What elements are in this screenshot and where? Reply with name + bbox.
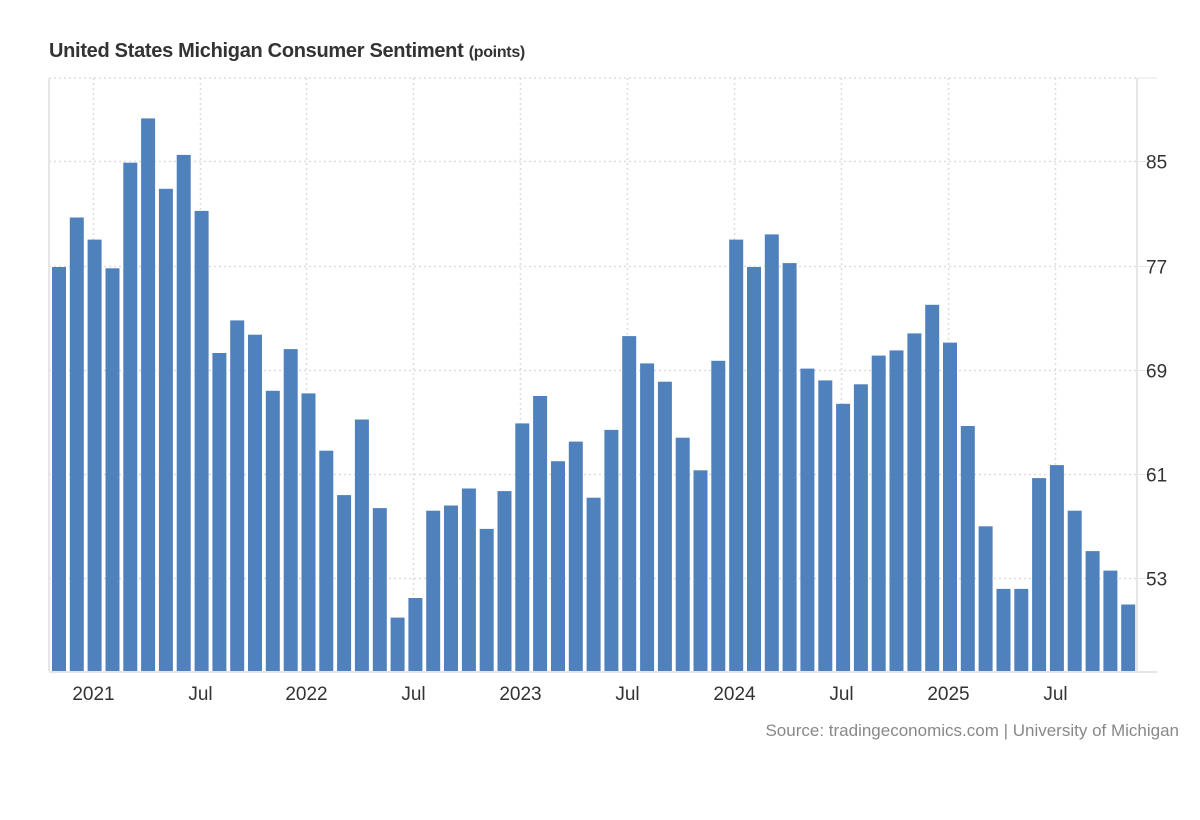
axes <box>48 77 1157 673</box>
bar: May 2025: 52.2 <box>1014 588 1029 671</box>
bar: Jul 2024: 66.4 <box>836 403 851 671</box>
bar: Sep 2025: 55.1 <box>1085 551 1100 671</box>
bar: Feb 2023: 67 <box>533 396 548 671</box>
bar: Dec 2024: 74 <box>925 304 940 671</box>
bar: Jul 2022: 51.5 <box>408 598 423 671</box>
bar: Jan 2025: 71.1 <box>943 342 957 671</box>
y-tick-label: 53 <box>1146 570 1167 591</box>
bar: Apr 2024: 77.2 <box>782 263 797 671</box>
bar: Sep 2021: 72.8 <box>230 320 245 671</box>
bar: Nov 2022: 56.8 <box>479 528 494 671</box>
bar: Jan 2021: 79 <box>87 239 102 671</box>
y-tick-label: 61 <box>1146 466 1167 487</box>
bar: Aug 2021: 70.3 <box>212 353 227 671</box>
bar: Sep 2022: 58.6 <box>444 505 458 671</box>
x-tick-label: Jul <box>615 684 639 705</box>
bar: Dec 2022: 59.7 <box>497 491 512 671</box>
bar: Jan 2023: 64.9 <box>515 423 530 671</box>
bar: Nov 2020: 76.9 <box>52 267 66 671</box>
bar: Apr 2023: 63.5 <box>568 441 583 671</box>
x-tick-label: 2025 <box>927 684 969 705</box>
bar: Jun 2023: 64.4 <box>604 429 619 671</box>
bar: Nov 2021: 67.4 <box>265 390 280 671</box>
bar: Mar 2023: 62 <box>551 461 565 671</box>
bar: Apr 2022: 65.2 <box>354 419 369 671</box>
bar: Apr 2025: 52.2 <box>996 588 1011 671</box>
x-tick-labels: 2021 Jul 2022 Jul 2023 Jul 2024 Jul 2025 Jul <box>72 684 1067 705</box>
bar: Oct 2024: 70.5 <box>889 350 904 671</box>
bar: Feb 2021: 76.8 <box>105 268 120 671</box>
bars: Nov 2020: 76.9Dec 2020: 80.7Jan 2021: 79… <box>52 118 1136 672</box>
bar: Jul 2025: 61.7 <box>1049 465 1064 671</box>
bar: Jun 2025: 60.7 <box>1032 478 1047 671</box>
x-tick-label: Jul <box>188 684 212 705</box>
bar: Aug 2025: 58.2 <box>1067 510 1082 671</box>
bar: Jun 2024: 68.2 <box>818 380 833 671</box>
bar: Aug 2022: 58.2 <box>426 510 441 671</box>
bar: Jul 2023: 71.6 <box>622 336 637 671</box>
bar: Mar 2024: 79.4 <box>764 234 779 671</box>
bar: Dec 2021: 70.6 <box>283 349 298 671</box>
x-tick-label: Jul <box>401 684 425 705</box>
y-tick-label: 77 <box>1146 258 1167 279</box>
bar: Sep 2024: 70.1 <box>871 355 886 671</box>
bar: Sep 2023: 68.1 <box>657 381 672 671</box>
bar: Oct 2025: 53.6 <box>1103 570 1118 671</box>
bar: May 2022: 58.4 <box>372 508 387 671</box>
chart-title-text: United States Michigan Consumer Sentimen… <box>49 40 464 62</box>
bar: Nov 2024: 71.8 <box>907 333 922 671</box>
bar: Oct 2023: 63.8 <box>675 437 690 671</box>
bar: Mar 2022: 59.4 <box>337 495 352 671</box>
bar: Nov 2025: 51 <box>1121 604 1136 671</box>
bar: Oct 2022: 59.9 <box>461 488 476 671</box>
bar: Aug 2024: 67.9 <box>853 384 868 671</box>
chart-title: United States Michigan Consumer Sentimen… <box>49 40 525 63</box>
x-tick-label: 2022 <box>285 684 327 705</box>
bar: Jan 2022: 67.2 <box>301 393 316 671</box>
bar: Apr 2021: 88.3 <box>141 118 156 671</box>
bar: Mar 2021: 84.9 <box>123 162 138 671</box>
bar: May 2023: 59.2 <box>586 497 601 671</box>
bar: Nov 2023: 61.3 <box>693 470 708 671</box>
y-tick-label: 69 <box>1146 362 1167 383</box>
bar: Jun 2022: 50 <box>390 617 405 671</box>
bar: May 2021: 82.9 <box>158 188 173 672</box>
bar: Dec 2023: 69.7 <box>711 360 726 671</box>
x-tick-label: 2024 <box>713 684 756 705</box>
x-tick-label: Jul <box>1043 684 1067 705</box>
x-tick-label: 2021 <box>72 684 114 705</box>
bar: Feb 2022: 62.8 <box>319 450 334 671</box>
bar: Mar 2025: 57 <box>978 526 993 671</box>
bar: Jan 2024: 79 <box>729 239 744 671</box>
bar: Aug 2023: 69.5 <box>640 363 655 671</box>
bar: Jul 2021: 81.2 <box>194 210 209 671</box>
y-tick-labels: 53 61 69 77 85 <box>1146 153 1167 591</box>
x-tick-label: Jul <box>829 684 853 705</box>
bar: Oct 2021: 71.7 <box>248 334 262 671</box>
bar: May 2024: 69.1 <box>800 368 815 671</box>
bar: Feb 2024: 76.9 <box>747 267 761 671</box>
bar: Dec 2020: 80.7 <box>69 217 84 671</box>
y-tick-label: 85 <box>1146 153 1167 174</box>
bar: Feb 2025: 64.7 <box>960 426 975 671</box>
chart-unit: (points) <box>468 44 526 61</box>
source-note: Source: tradingeconomics.com | Universit… <box>765 721 1179 740</box>
x-tick-label: 2023 <box>499 684 541 705</box>
bar: Jun 2021: 85.5 <box>176 154 191 671</box>
